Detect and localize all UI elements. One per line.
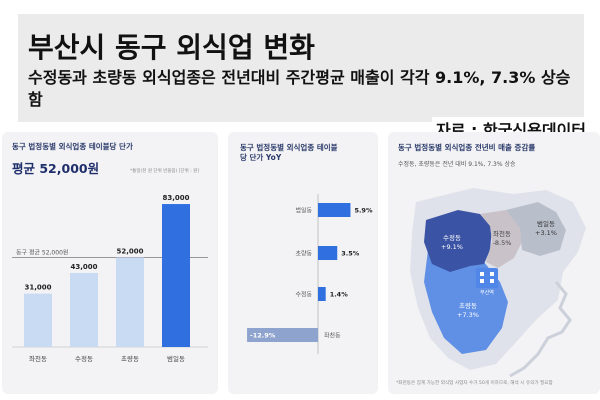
- bar-좌천동: [24, 293, 52, 347]
- bar-범일동: [162, 204, 190, 347]
- panel3-footnote: *좌천동은 집계 가능한 외식업 사업자 수가 50개 이하므로, 해석 시 유…: [396, 381, 553, 386]
- category-label: 좌천동: [29, 354, 47, 363]
- page-subtitle: 수정동과 초량동 외식업종은 전년대비 주간평균 매출이 각각 9.1%, 7.…: [28, 68, 571, 109]
- panel1-title: 동구 법정동별 외식업종 테이블당 단가: [12, 142, 133, 151]
- yoy-category-label: 초량동: [295, 251, 312, 258]
- yoy-category-label: 수정동: [295, 292, 312, 299]
- panel1-average: 평균 52,000원: [12, 161, 100, 176]
- page-title: 부산시 동구 외식업 변화: [28, 31, 315, 64]
- sales-change-map-panel: 동구 법정동별 외식업종 전년비 매출 증감률 수정동, 초량동은 전년 대비 …: [388, 132, 600, 394]
- reference-line-label: 동구 평균 52,000원: [16, 248, 68, 256]
- yoy-bar-초량동: [318, 246, 338, 260]
- bar-value-label: 52,000: [116, 247, 143, 255]
- yoy-value-label: 5.9%: [354, 207, 373, 215]
- map-value-choryang: +7.3%: [457, 311, 479, 319]
- map-label-beomil: 범일동: [537, 219, 555, 228]
- landmark-building: [476, 268, 498, 288]
- price-bar-chart: 동구 평균 52,000원 31,000 좌천동 43,000 수정동 52,000 초량동…: [12, 194, 208, 363]
- category-label: 범일동: [167, 354, 185, 363]
- map-region-beomil: [506, 202, 566, 256]
- panel1-note: *통일(천 원 단위 반올림) [단위 : 원]: [130, 169, 200, 174]
- bar-수정동: [70, 272, 98, 347]
- category-label: 초량동: [121, 355, 139, 363]
- category-label: 수정동: [75, 354, 93, 363]
- yoy-value-label: 1.4%: [330, 291, 349, 299]
- bar-value-label: 31,000: [24, 284, 51, 292]
- map-coastline: [509, 281, 572, 378]
- panel2-title: 동구 법정동별 외식업종 테이블당 단가 YoY: [240, 143, 338, 162]
- header-banner: 부산시 동구 외식업 변화 수정동과 초량동 외식업종은 전년대비 주간평균 매…: [18, 14, 584, 122]
- yoy-bar-좌천동: [247, 328, 318, 342]
- yoy-category-label: 범일동: [295, 207, 312, 215]
- map-label-choryang: 초량동: [459, 302, 477, 310]
- bar-value-label: 43,000: [70, 263, 97, 271]
- map-value-beomil: +3.1%: [535, 229, 557, 237]
- map-label-jwacheon: 좌천동: [493, 229, 511, 238]
- yoy-value-label: 3.5%: [341, 250, 360, 258]
- district-map: 부산역 수정동 +9.1% 좌천동 -8.5% 범일동 +3.1% 초량동 +7…: [410, 188, 586, 378]
- panel3-description: 수정동, 초량동은 전년 대비 9.1%, 7.3% 상승: [398, 161, 516, 168]
- price-per-table-panel: 동구 법정동별 외식업종 테이블당 단가 평균 52,000원 *통일(천 원 …: [2, 132, 218, 394]
- bar-초량동: [116, 257, 144, 347]
- panel3-title: 동구 법정동별 외식업종 전년비 매출 증감률: [398, 143, 536, 152]
- landmark-label: 부산역: [480, 289, 494, 296]
- bar-value-label: 83,000: [162, 194, 189, 202]
- yoy-category-label: 좌천동: [324, 332, 341, 340]
- yoy-bar-범일동: [318, 203, 351, 217]
- price-yoy-panel: 동구 법정동별 외식업종 테이블당 단가 YoY 5.9% 범일동 3.5% 초량동 1…: [228, 132, 378, 394]
- map-label-sujeong: 수정동: [443, 233, 461, 242]
- map-region-sujeong: [424, 210, 492, 272]
- yoy-bar-chart: 5.9% 범일동 3.5% 초량동 1.4% 수정동 -12.9% 좌천동: [247, 194, 373, 354]
- yoy-bar-수정동: [318, 287, 326, 301]
- map-value-sujeong: +9.1%: [441, 243, 463, 251]
- map-region-jwacheon: [480, 210, 522, 268]
- yoy-value-label: -12.9%: [250, 332, 276, 340]
- map-value-jwacheon: -8.5%: [493, 239, 512, 247]
